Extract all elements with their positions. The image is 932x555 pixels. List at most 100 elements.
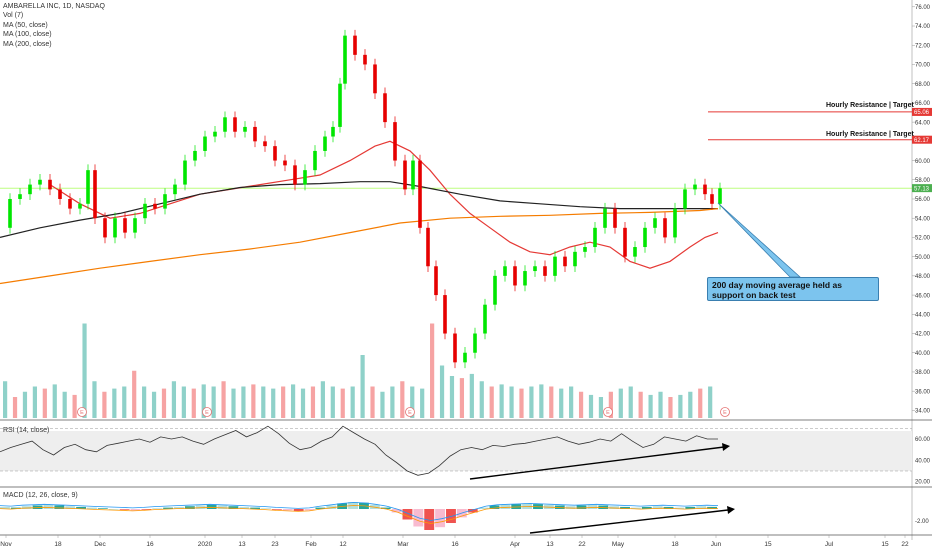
price-tick-label: 70.00 [915,63,931,69]
volume-bar [350,386,355,418]
candle-body [573,251,577,267]
volume-bar [380,391,385,418]
time-tick-label: Nov [0,541,12,548]
price-tick-label: 60.00 [915,159,931,165]
macd-histogram-bar [261,508,271,509]
volume-bar [668,397,673,418]
volume-bar [271,388,276,418]
candle-body [533,266,537,272]
macd-histogram-bar [282,509,293,511]
price-tick-label: 40.00 [915,351,931,357]
volume-bar [569,386,574,418]
time-tick-label: 12 [339,541,347,548]
time-tick-label: Jul [825,541,834,548]
legend-vol: Vol (7) [3,12,24,20]
volume-bar [370,386,375,418]
volume-bar [221,381,226,418]
candle-body [331,126,335,137]
macd-histogram-bar [195,505,206,509]
macd-histogram-bar [21,506,32,509]
volume-bar [82,323,87,418]
macd-histogram-bar [206,504,217,509]
volume-bar [489,386,494,418]
volume-bar [588,394,594,418]
macd-histogram-bar [108,509,119,510]
time-tick-label: Mar [397,541,409,548]
macd-trendline-arrow [727,506,735,514]
volume-bar [608,391,613,418]
candle-body [403,160,407,190]
candle-body [303,170,307,185]
candle-body [613,208,617,228]
macd-signal-line [0,505,719,524]
macd-histogram-bar [152,508,163,509]
macd-histogram-bar [707,506,717,509]
ma-line-0 [49,140,719,269]
candle-body [673,208,677,238]
last-price-tag [912,184,932,193]
macd-histogram-bar [54,505,65,509]
macd-tick-label: -2.00 [915,519,929,525]
volume-bar [519,388,524,418]
time-tick-label: Dec [94,541,106,548]
candle-body [183,160,187,185]
price-tick-label: 46.00 [915,293,931,299]
price-tick-label: 56.00 [915,197,931,203]
candle-body [93,170,97,219]
rsi-band [0,431,912,471]
candle-body [426,227,430,267]
macd-histogram-bar [641,506,652,509]
macd-histogram-bar [43,504,54,509]
candle-body [443,295,447,334]
candle-body [493,275,497,305]
candle-body [703,184,707,195]
macd-histogram-bar [130,509,141,511]
candle-body [18,194,22,199]
volume-bar [420,388,425,418]
rsi-line [0,425,718,476]
candle-body [243,126,247,132]
macd-histogram-bar [250,507,261,509]
macd-histogram-bar [87,507,97,509]
earnings-marker [720,407,730,417]
volume-bar [52,384,57,418]
price-tick-label: 58.00 [915,178,931,184]
volume-bar [509,386,514,418]
volume-bar [479,381,484,418]
volume-bar [132,370,137,418]
price-tick-label: 42.00 [915,332,931,338]
candle-body [193,150,197,161]
volume-bar [32,386,37,418]
last-price-label: 57.13 [914,186,930,192]
candle-body [373,64,377,94]
earnings-marker-label: E [408,410,412,416]
volume-bar [102,391,107,418]
candle-body [663,218,667,238]
volume-bar [598,397,604,418]
time-tick-label: 13 [546,541,554,548]
macd-histogram-bar [391,509,402,513]
earnings-marker [77,407,87,417]
volume-bar [320,381,325,418]
volume-bar [708,386,713,418]
volume-bar [628,386,633,418]
volume-bar [191,388,196,418]
candle-body [483,304,487,334]
earnings-marker-label: E [80,410,84,416]
legend-symbol: AMBARELLA INC, 1D, NASDAQ [3,3,105,10]
time-tick-label: May [612,541,625,548]
candle-body [173,184,177,195]
macd-histogram-bar [76,506,87,509]
candle-body [553,256,557,276]
candle-body [603,208,607,228]
volume-bar [42,388,47,418]
volume-bar [300,388,306,418]
time-tick-label: 18 [54,541,62,548]
legend-ma200: MA (200, close) [3,40,52,48]
candle-body [693,184,697,190]
time-tick-label: 22 [578,541,586,548]
candle-body [263,141,267,147]
candle-body [383,93,387,123]
time-tick-label: Apr [510,541,521,548]
